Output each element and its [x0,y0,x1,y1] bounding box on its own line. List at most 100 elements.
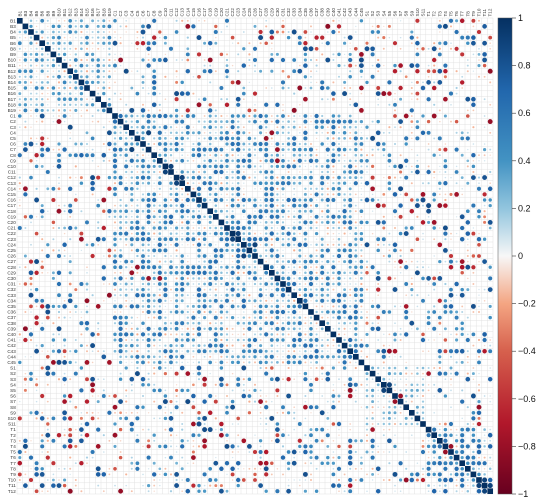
correlation-cell [354,249,357,252]
correlation-cell [202,415,208,421]
correlation-cell [169,349,173,354]
correlation-cell [466,159,470,163]
correlation-cell [343,243,346,246]
correlation-cell [46,109,49,112]
correlation-cell [360,277,363,280]
correlation-cell [208,259,213,264]
correlation-cell [483,395,486,397]
correlation-cell [185,488,191,494]
correlation-cell [119,260,122,263]
correlation-cell [186,439,189,442]
correlation-cell [292,316,296,319]
correlation-cell [460,271,464,275]
correlation-cell [18,266,21,269]
correlation-cell [224,443,230,449]
correlation-cell [355,361,357,364]
correlation-cell [79,152,84,158]
correlation-cell [259,479,262,481]
correlation-cell [46,53,49,56]
correlation-cell [163,41,167,45]
correlation-cell [365,41,369,45]
column-label: C44 [353,8,358,17]
correlation-cell [348,253,353,259]
column-label: C8 [152,10,157,16]
correlation-cell [208,125,213,130]
correlation-cell [326,243,329,246]
correlation-cell [365,271,369,275]
correlation-cell [112,119,118,124]
correlation-cell [315,299,318,303]
diagonal-cell [285,286,292,293]
correlation-cell [377,406,380,409]
correlation-cell [315,165,318,168]
correlation-cell [124,153,128,157]
column-label: T4 [443,11,448,17]
correlation-cell [437,80,443,85]
diagonal-cell [173,174,180,181]
correlation-cell [382,344,385,347]
correlation-cell [131,70,133,72]
correlation-cell [265,254,268,258]
correlation-cell [421,47,425,51]
correlation-cell [202,97,207,102]
correlation-cell [202,164,207,169]
correlation-cell [483,456,486,459]
diagonal-cell [117,118,124,125]
correlation-cell [169,322,173,325]
correlation-cell [422,372,424,375]
correlation-cell [230,304,235,309]
correlation-cell [248,142,251,146]
diagonal-cell [151,152,157,158]
correlation-cell [197,164,201,169]
correlation-cell [281,237,285,241]
correlation-cell [489,462,491,464]
correlation-cell [163,416,168,421]
correlation-cell [415,388,419,392]
correlation-cell [393,142,397,146]
correlation-cell [343,154,346,157]
correlation-cell [247,198,252,202]
correlation-cell [147,249,150,252]
correlation-cell [62,359,68,365]
correlation-cell [326,226,329,230]
correlation-cell [287,131,290,134]
correlation-cell [152,164,156,168]
correlation-cell [449,461,453,466]
row-label: C41 [7,338,16,343]
correlation-cell [102,30,105,34]
correlation-cell [360,249,363,252]
diagonal-cell [140,141,146,147]
correlation-cell [236,483,240,488]
correlation-cell [124,137,128,140]
correlation-cell [203,125,206,129]
correlation-cell [236,288,240,291]
correlation-cell [141,305,145,308]
correlation-cell [63,204,66,207]
correlation-cell [242,131,246,135]
correlation-cell [276,176,279,179]
correlation-cell [180,203,185,208]
correlation-cell [169,271,173,275]
correlation-cell [163,326,168,331]
correlation-cell [314,35,319,40]
correlation-cell [34,52,39,57]
correlation-cell [186,321,190,325]
correlation-cell [63,467,66,470]
correlation-cell [281,260,285,263]
correlation-cell [343,260,347,264]
correlation-cell [208,114,212,118]
correlation-cell [218,488,224,494]
correlation-cell [320,461,324,465]
correlation-cell [179,365,185,371]
correlation-cell [85,24,89,29]
correlation-cell [185,130,190,135]
correlation-cell [315,328,318,330]
correlation-cell [181,333,184,336]
correlation-cell [74,19,77,22]
correlation-cell [427,328,430,330]
correlation-cell [231,131,234,134]
correlation-cell [360,243,363,246]
row-label: T3 [10,438,16,443]
correlation-cell [275,147,280,153]
correlation-cell [80,311,83,313]
